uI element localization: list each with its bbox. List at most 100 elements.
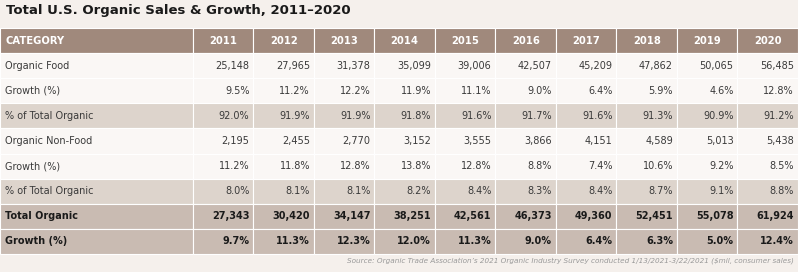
Text: 91.2%: 91.2% [764,111,794,121]
Text: 8.4%: 8.4% [588,186,613,196]
Text: Total U.S. Organic Sales & Growth, 2011–2020: Total U.S. Organic Sales & Growth, 2011–… [6,4,350,17]
Text: 8.7%: 8.7% [649,186,673,196]
Text: 47,862: 47,862 [639,61,673,71]
Text: 9.7%: 9.7% [223,236,250,246]
Text: 25,148: 25,148 [215,61,250,71]
Bar [556,53,617,78]
Bar [556,229,617,254]
Text: 56,485: 56,485 [760,61,794,71]
Text: 8.8%: 8.8% [527,161,552,171]
Bar [677,204,737,229]
Text: % of Total Organic: % of Total Organic [5,111,93,121]
Text: Organic Food: Organic Food [5,61,69,71]
Bar [193,154,254,179]
Bar [374,128,435,154]
Bar [0,78,193,103]
Text: 4.6%: 4.6% [709,86,733,96]
Bar [0,229,193,254]
Text: 12.8%: 12.8% [340,161,370,171]
Bar [314,28,374,53]
Bar [193,53,254,78]
Text: 9.0%: 9.0% [525,236,552,246]
Text: 2014: 2014 [391,36,419,45]
Bar [496,28,556,53]
Text: 91.6%: 91.6% [461,111,492,121]
Text: 6.3%: 6.3% [646,236,673,246]
Bar [0,204,193,229]
Text: 8.1%: 8.1% [286,186,310,196]
Bar [556,103,617,128]
Bar [677,229,737,254]
Text: 30,420: 30,420 [272,211,310,221]
Text: 2020: 2020 [754,36,781,45]
Text: 91.6%: 91.6% [582,111,613,121]
Text: 3,866: 3,866 [524,136,552,146]
Text: % of Total Organic: % of Total Organic [5,186,93,196]
Text: 11.3%: 11.3% [458,236,492,246]
Text: 91.9%: 91.9% [279,111,310,121]
Text: 12.8%: 12.8% [764,86,794,96]
Text: 91.3%: 91.3% [642,111,673,121]
Bar [617,78,677,103]
Text: 27,965: 27,965 [276,61,310,71]
Text: 4,589: 4,589 [646,136,673,146]
Bar [617,179,677,204]
Text: CATEGORY: CATEGORY [5,36,64,45]
Text: Growth (%): Growth (%) [5,161,60,171]
Text: 91.7%: 91.7% [521,111,552,121]
Text: 42,507: 42,507 [518,61,552,71]
Bar [374,78,435,103]
Text: 8.4%: 8.4% [467,186,492,196]
Text: 39,006: 39,006 [458,61,492,71]
Text: 2015: 2015 [452,36,479,45]
Text: 10.6%: 10.6% [642,161,673,171]
Bar [435,103,496,128]
Bar [556,204,617,229]
Bar [677,53,737,78]
Text: 12.2%: 12.2% [340,86,370,96]
Bar [314,204,374,229]
Text: 3,555: 3,555 [464,136,492,146]
Bar [556,179,617,204]
Bar [617,28,677,53]
Text: 2017: 2017 [572,36,600,45]
Bar [677,179,737,204]
Bar [254,179,314,204]
Bar [677,78,737,103]
Text: 12.0%: 12.0% [397,236,431,246]
Text: 2019: 2019 [693,36,721,45]
Bar [556,28,617,53]
Bar [496,154,556,179]
Text: 61,924: 61,924 [757,211,794,221]
Bar [0,179,193,204]
Text: 11.2%: 11.2% [279,86,310,96]
Bar [254,154,314,179]
Bar [435,78,496,103]
Bar [193,204,254,229]
Bar [737,229,798,254]
Text: 5.9%: 5.9% [649,86,673,96]
Bar [496,128,556,154]
Bar [193,78,254,103]
Bar [556,154,617,179]
Bar [314,128,374,154]
Bar [617,128,677,154]
Bar [254,103,314,128]
Text: 2,195: 2,195 [222,136,250,146]
Bar [254,128,314,154]
Text: 55,078: 55,078 [696,211,733,221]
Bar [193,179,254,204]
Bar [556,78,617,103]
Text: 91.9%: 91.9% [340,111,370,121]
Bar [737,204,798,229]
Bar [435,229,496,254]
Bar [193,28,254,53]
Text: 2012: 2012 [270,36,298,45]
Bar [193,128,254,154]
Bar [737,103,798,128]
Bar [556,128,617,154]
Bar [677,128,737,154]
Text: 9.1%: 9.1% [709,186,733,196]
Bar [314,78,374,103]
Text: 46,373: 46,373 [515,211,552,221]
